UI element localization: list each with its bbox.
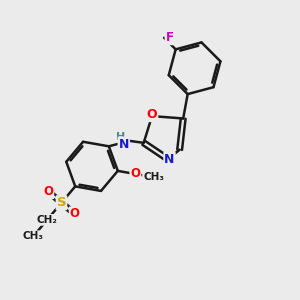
- Text: O: O: [70, 207, 80, 220]
- Text: F: F: [166, 31, 173, 44]
- Text: CH₃: CH₃: [23, 231, 44, 241]
- Text: O: O: [130, 167, 140, 181]
- Text: H: H: [116, 132, 125, 142]
- Text: N: N: [118, 137, 129, 151]
- Text: O: O: [43, 185, 53, 198]
- Text: S: S: [57, 196, 66, 209]
- Text: CH₂: CH₂: [37, 215, 58, 225]
- Text: CH₃: CH₃: [143, 172, 164, 182]
- Text: O: O: [147, 108, 157, 121]
- Text: N: N: [164, 153, 175, 166]
